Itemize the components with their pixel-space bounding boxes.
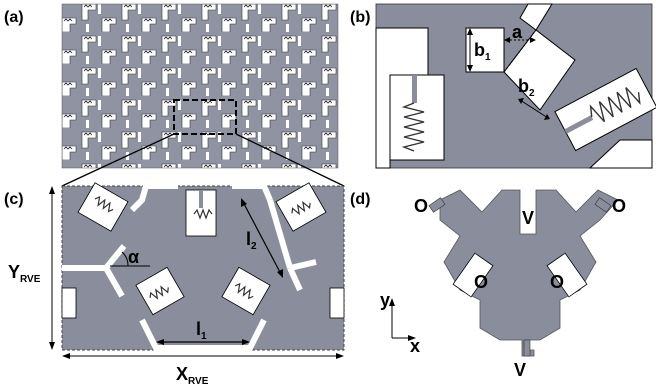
label-l1-main: l (196, 319, 201, 339)
label-o-right: O (612, 196, 626, 216)
label-o-inner-right: O (550, 272, 564, 292)
axis-label-y: y (380, 290, 390, 310)
panel-c-rve (61, 182, 345, 351)
panel-b-label-b1: b1 (474, 40, 491, 63)
label-l1: l1 (196, 319, 207, 342)
panel-b-label-b2: b2 (518, 76, 535, 99)
panel-d-unit-cell (389, 189, 619, 357)
label-y-rve-sub: RVE (20, 274, 41, 285)
label-v-bottom: V (514, 360, 526, 380)
panel-b-label-b2-sub: 2 (529, 88, 535, 99)
rve-dimension-arrows (49, 186, 344, 359)
label-alpha: α (128, 247, 139, 267)
label-l2: l2 (246, 229, 257, 252)
label-l2-main: l (246, 229, 251, 249)
panel-label-d: (d) (350, 191, 370, 208)
panel-b-label-b1-main: b (474, 40, 485, 60)
panel-a-lattice (61, 3, 339, 169)
panel-label-b: (b) (350, 9, 370, 26)
label-l2-sub: 2 (251, 241, 257, 252)
panel-label-a: (a) (4, 9, 24, 26)
label-l1-sub: 1 (201, 331, 207, 342)
panel-b-detail (375, 3, 656, 169)
label-x-rve-sub: RVE (188, 376, 209, 387)
label-o-inner-left: O (474, 272, 488, 292)
label-x-rve-main: X (176, 364, 188, 384)
panel-label-c: (c) (4, 191, 24, 208)
axis-label-x: x (410, 336, 420, 356)
panel-b-label-b2-main: b (518, 76, 529, 96)
label-v-top: V (522, 208, 534, 228)
label-o-left: O (414, 196, 428, 216)
label-y-rve-main: Y (8, 262, 20, 282)
zoom-box (173, 99, 237, 135)
panel-b-label-b1-sub: 1 (485, 52, 491, 63)
label-x-rve: XRVE (176, 364, 209, 387)
label-y-rve: YRVE (8, 262, 41, 285)
zoom-lines (61, 133, 345, 187)
panel-b-label-a: a (512, 22, 523, 42)
